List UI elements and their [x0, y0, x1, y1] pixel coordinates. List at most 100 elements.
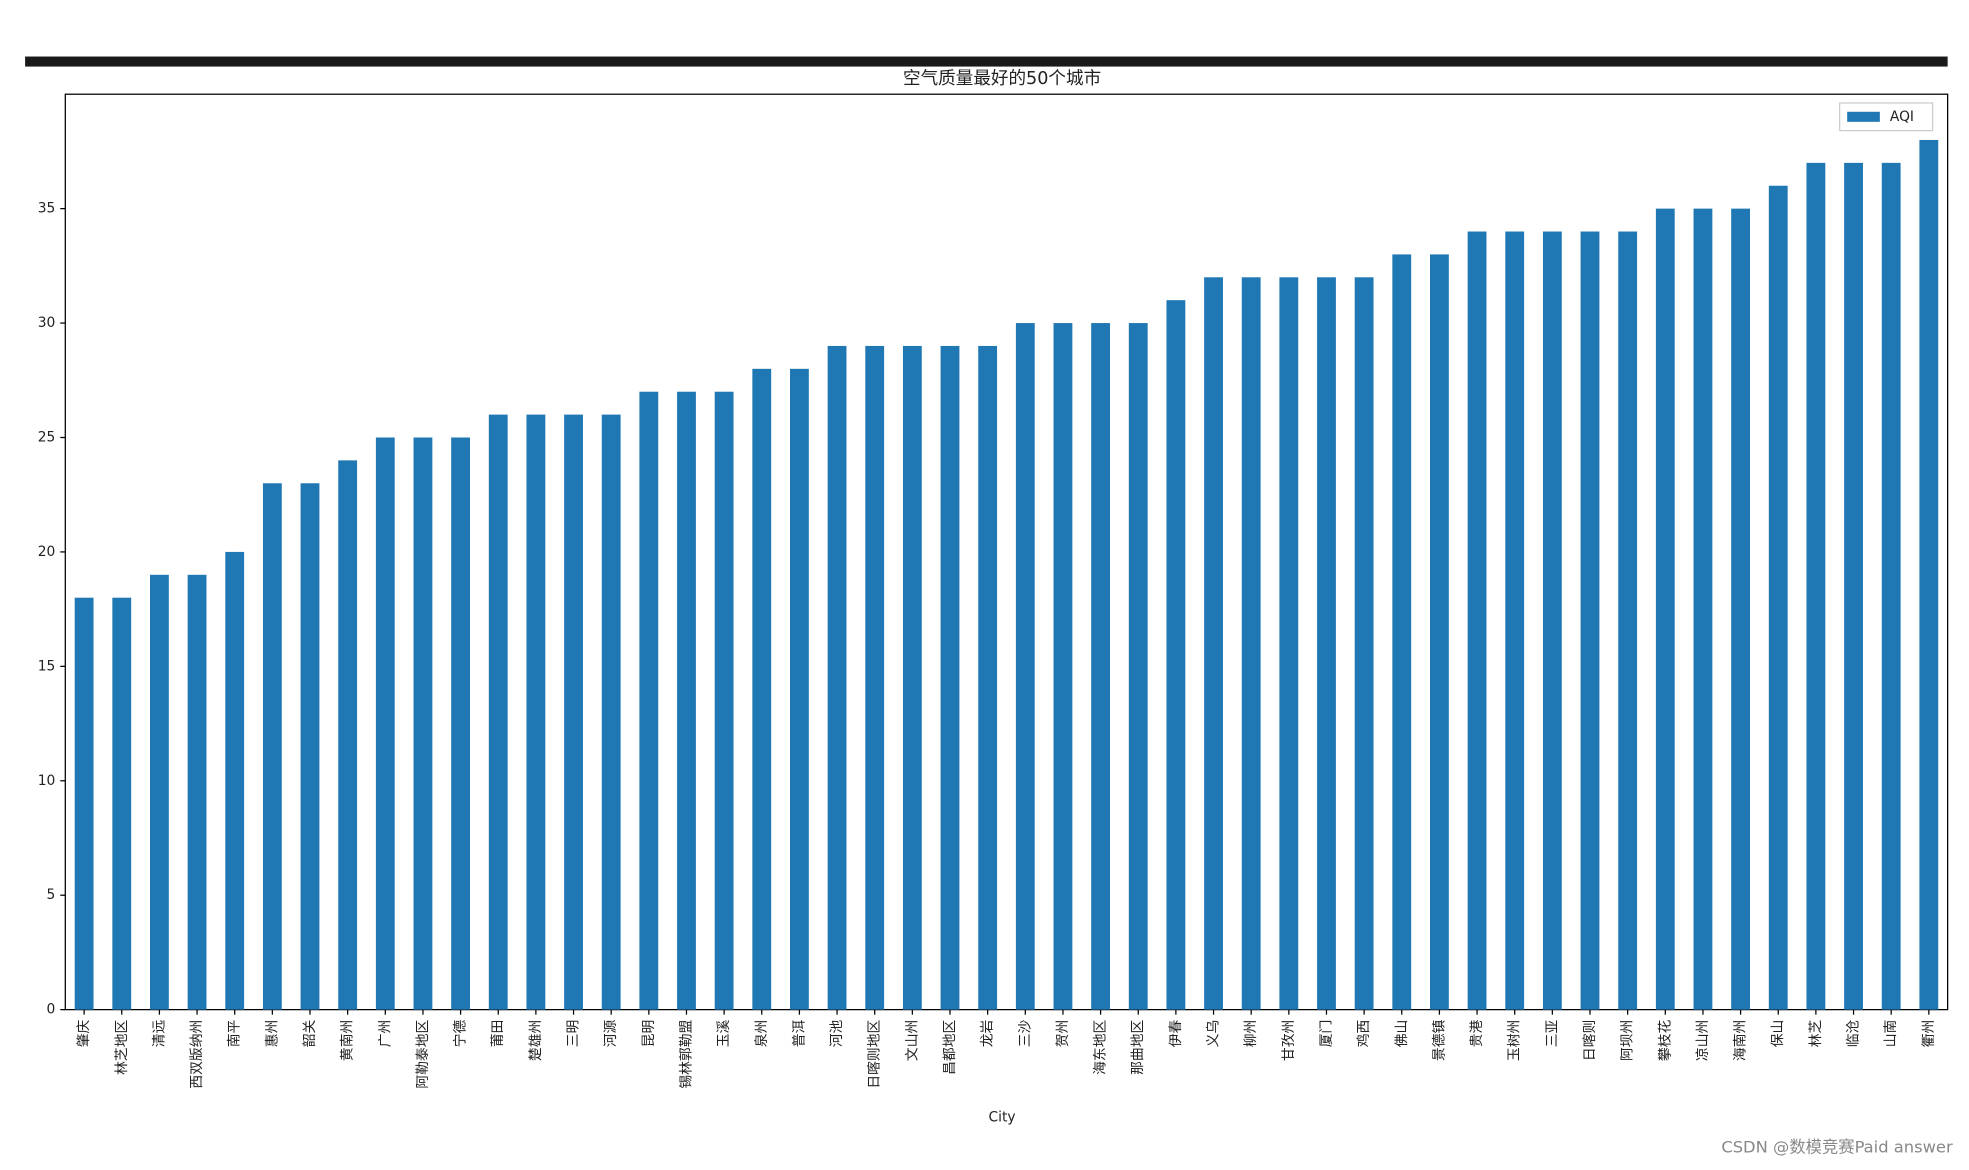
x-tick-label: 三亚: [1544, 1019, 1560, 1047]
bar: [714, 391, 734, 1010]
bar: [150, 574, 169, 1010]
bar: [300, 483, 320, 1010]
bar: [1542, 231, 1562, 1010]
y-tick-label: 20: [38, 544, 56, 560]
y-tick-label: 10: [38, 773, 56, 789]
y-tick-label: 0: [46, 1002, 55, 1018]
x-tick-label: 黄南州: [340, 1020, 356, 1061]
bar: [1731, 208, 1751, 1010]
x-tick-label: 义乌: [1206, 1020, 1222, 1048]
x-tick-label: 龙岩: [980, 1019, 996, 1047]
x-tick-label: 衢州: [1920, 1020, 1937, 1048]
x-tick-label: 林芝地区: [114, 1019, 130, 1074]
x-tick-label: 凉山州: [1695, 1020, 1711, 1061]
x-tick-label: 南平: [227, 1019, 243, 1047]
x-tick-label: 西双版纳州: [189, 1020, 205, 1089]
x-tick-label: 山南: [1883, 1020, 1899, 1048]
bar: [1354, 277, 1374, 1010]
bar: [1204, 277, 1223, 1010]
bar: [1655, 208, 1675, 1010]
y-tick-label: 15: [38, 658, 56, 674]
bar: [1053, 323, 1073, 1010]
legend-label: AQI: [1890, 109, 1914, 125]
x-tick-label: 肇庆: [76, 1019, 92, 1047]
x-tick-label: 三明: [566, 1020, 582, 1048]
bar: [865, 345, 885, 1010]
bar: [1768, 185, 1788, 1010]
x-tick-label: 海南州: [1733, 1020, 1749, 1061]
x-tick-label: 泉州: [753, 1020, 770, 1048]
bar: [978, 345, 998, 1010]
x-tick-label: 景德镇: [1431, 1019, 1447, 1061]
x-tick-label: 三沙: [1017, 1019, 1033, 1047]
x-tick-label: 日喀则: [1582, 1020, 1598, 1061]
x-tick-label: 宁德: [452, 1019, 469, 1047]
bar: [1392, 254, 1412, 1010]
legend-swatch: [1847, 111, 1880, 122]
y-tick-label: 25: [38, 429, 56, 445]
bar: [1806, 162, 1826, 1010]
x-tick-label: 文山州: [904, 1020, 920, 1061]
x-axis-label: City: [989, 1110, 1016, 1126]
y-tick-label: 5: [46, 887, 55, 903]
x-tick-label: 伊春: [1168, 1019, 1184, 1047]
bar: [827, 345, 847, 1010]
x-tick-label: 河源: [603, 1019, 619, 1047]
x-tick-label: 海东地区: [1093, 1019, 1109, 1074]
x-tick-label: 河池: [829, 1019, 845, 1047]
bar: [677, 391, 696, 1010]
x-tick-label: 昆明: [641, 1020, 657, 1048]
bar: [225, 551, 245, 1010]
x-tick-label: 攀枝花: [1657, 1019, 1673, 1061]
top-bar: [25, 56, 1948, 67]
x-tick-label: 鸡西: [1355, 1020, 1372, 1048]
bar: [74, 597, 94, 1010]
bar: [1128, 323, 1148, 1010]
bar: [902, 345, 922, 1010]
bar: [526, 414, 546, 1010]
watermark: CSDN @数模竞赛Paid answer: [1721, 1137, 1953, 1156]
bar: [1881, 162, 1901, 1010]
x-tick-label: 保山: [1770, 1020, 1786, 1048]
x-tick-label: 玉溪: [716, 1019, 732, 1047]
bar: [1618, 231, 1638, 1010]
x-tick-label: 贵港: [1469, 1019, 1485, 1047]
bar: [1505, 231, 1525, 1010]
x-tick-label: 清远: [151, 1019, 167, 1047]
x-tick-label: 锡林郭勒盟: [677, 1019, 694, 1088]
x-tick-label: 临沧: [1845, 1019, 1862, 1047]
bar: [1015, 323, 1035, 1010]
x-tick-label: 柳州: [1242, 1020, 1259, 1048]
bar: [112, 597, 132, 1010]
x-tick-label: 楚雄州: [528, 1020, 544, 1061]
bar: [564, 414, 583, 1010]
bar: [451, 437, 471, 1010]
x-tick-label: 阿坝州: [1620, 1020, 1636, 1061]
bar: [1317, 277, 1336, 1010]
bar: [1091, 323, 1111, 1010]
bar: [1580, 231, 1600, 1010]
bar: [1241, 277, 1261, 1010]
bar: [338, 460, 358, 1010]
bar: [1919, 139, 1939, 1010]
bar: [601, 414, 621, 1010]
bar: [262, 483, 282, 1010]
x-tick-label: 厦门: [1318, 1020, 1334, 1048]
x-tick-label: 昌都地区: [942, 1019, 958, 1074]
x-tick-label: 甘孜州: [1281, 1020, 1297, 1061]
y-tick-label: 35: [38, 201, 56, 217]
x-tick-label: 莆田: [490, 1020, 506, 1048]
bar: [940, 345, 960, 1010]
bar: [1279, 277, 1299, 1010]
x-tick-label: 日喀则地区: [867, 1019, 883, 1088]
x-tick-label: 阿勒泰地区: [415, 1019, 431, 1088]
bar: [413, 437, 433, 1010]
bar: [488, 414, 508, 1010]
bar: [1844, 162, 1863, 1010]
bar: [1430, 254, 1449, 1010]
bar: [1693, 208, 1713, 1010]
x-tick-label: 惠州: [264, 1020, 280, 1048]
bar: [639, 391, 659, 1010]
bar: [375, 437, 395, 1010]
